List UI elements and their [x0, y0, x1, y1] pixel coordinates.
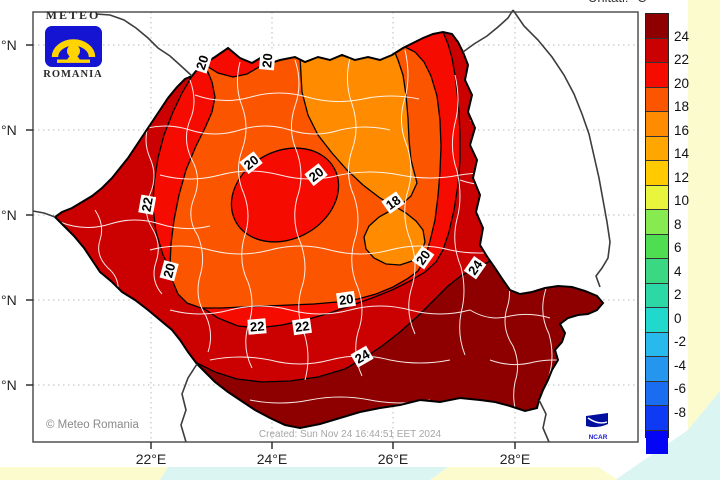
longitude-label: 24°E: [256, 451, 288, 467]
copyright-text: © Meteo Romania: [46, 419, 139, 431]
ncar-flag-icon: [586, 413, 608, 428]
latitude-label: °N: [1, 122, 17, 138]
colorbar-tick-label: -4: [674, 357, 687, 373]
sun-omega-icon: [51, 39, 95, 63]
colorbar-tick-label: -2: [674, 334, 687, 349]
colorbar-tick-label: 24: [674, 28, 690, 44]
axis-ticks: [26, 44, 516, 449]
logo-text-meteo: METEO: [45, 8, 101, 22]
colorbar-tick-label: 16: [674, 122, 690, 138]
colorbar-tick-label: 8: [674, 216, 682, 232]
colorbar-tick-label: -8: [674, 404, 687, 420]
colorbar-segment: [646, 62, 668, 87]
colorbar-segment: [646, 14, 668, 38]
logo-text-romania: ROMANIA: [43, 69, 103, 80]
colorbar-segment: [646, 307, 668, 332]
isotherm-label: 22: [247, 318, 268, 335]
bg-yellow-bottom-left: [0, 467, 168, 480]
colorbar-segment: [646, 86, 668, 111]
meteo-logo-emblem: [44, 26, 102, 67]
colorbar-segment: [646, 282, 668, 307]
colorbar-segment: [646, 233, 668, 258]
colorbar-segment: [646, 111, 668, 136]
border-bulgaria-coast: [538, 399, 550, 443]
isotherm-label: 20: [336, 290, 357, 309]
colorbar-segment: [646, 356, 668, 381]
colorbar-tick-label: 20: [674, 75, 690, 91]
colorbar-segment: [646, 160, 668, 185]
colorbar-tick-label: 12: [674, 169, 690, 185]
bg-yellow-bottom-wedge: [430, 467, 618, 480]
latitude-label: °N: [1, 377, 17, 393]
border-moldova-east: [512, 9, 611, 288]
meteo-romania-logo: METEO ROMANIA: [38, 8, 108, 80]
latitude-label: °N: [1, 37, 17, 53]
colorbar-tick-label: 14: [674, 146, 690, 161]
colorbar-tick-label: 10: [674, 193, 690, 208]
colorbar-segment: [646, 429, 668, 454]
bg-cyan-bottom-right: [615, 391, 720, 480]
longitude-label: 22°E: [135, 451, 167, 467]
colorbar-tick-label: 2: [674, 287, 682, 302]
border-moldova-ukraine: [462, 9, 514, 53]
units-label: Unitati: °C: [588, 0, 647, 5]
longitude-label: 28°E: [499, 451, 531, 467]
latitude-label: °N: [1, 207, 17, 223]
temperature-colorbar: [645, 13, 669, 454]
colorbar-tick-label: -6: [674, 381, 687, 396]
colorbar-tick-label: 4: [674, 263, 682, 279]
isotherm-label: 22: [292, 317, 313, 336]
colorbar-tick-label: 18: [674, 99, 690, 114]
colorbar-tick-label: 22: [674, 52, 690, 67]
created-timestamp: Created: Sun Nov 24 16:44:51 EET 2024: [258, 429, 442, 440]
romania-border: [53, 30, 605, 430]
neighbour-borders: [32, 9, 611, 443]
border-hungary-west: [32, 210, 56, 218]
colorbar-segment: [646, 184, 668, 209]
colorbar-tick-label: 0: [674, 310, 682, 326]
longitude-label: 26°E: [377, 451, 409, 467]
colorbar-segment: [646, 331, 668, 356]
colorbar-segment: [646, 37, 668, 62]
colorbar-segment: [646, 380, 668, 405]
colorbar-segment: [646, 135, 668, 160]
border-ukraine-nw: [95, 13, 193, 77]
ncar-logo-text: NCAR: [588, 434, 608, 441]
isotherm-label: 20: [258, 50, 276, 71]
colorbar-segment: [646, 209, 668, 234]
isotherm-label: 22: [138, 194, 157, 215]
plot-frame: [32, 11, 639, 443]
colorbar-tick-label: 6: [674, 240, 682, 255]
colorbar-segment: [646, 405, 668, 430]
border-serbia-south: [180, 363, 198, 443]
bg-yellow-right: [688, 0, 720, 430]
ncar-logo: NCAR: [583, 412, 613, 441]
latitude-label: °N: [1, 292, 17, 308]
bg-cyan-bottom-middle: [160, 467, 448, 480]
colorbar-segment: [646, 258, 668, 283]
